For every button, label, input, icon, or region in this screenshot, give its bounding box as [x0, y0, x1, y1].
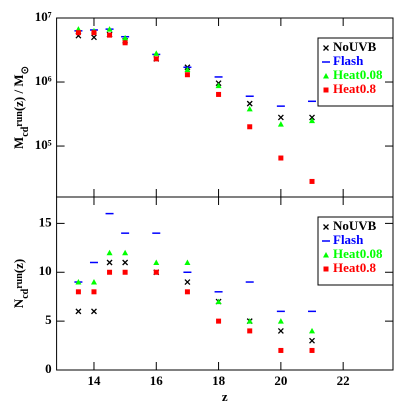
marker — [91, 308, 97, 315]
marker — [184, 279, 191, 285]
marker — [247, 328, 253, 334]
y-axis-label-part: run — [14, 273, 25, 289]
y-axis-label-part: run — [14, 111, 25, 127]
marker — [246, 318, 253, 324]
marker — [184, 259, 191, 265]
legend-marker — [323, 87, 329, 93]
marker — [246, 100, 253, 107]
x-tick-label: 14 — [87, 373, 101, 388]
marker — [309, 337, 315, 344]
marker — [277, 121, 284, 127]
marker — [215, 82, 222, 89]
marker — [90, 279, 97, 285]
marker — [216, 91, 222, 97]
marker — [309, 327, 316, 334]
y-axis-label-part: M — [11, 137, 26, 149]
legend-marker — [323, 73, 329, 79]
y-axis-label-part: ⊙ — [20, 66, 31, 74]
legend-marker — [323, 45, 329, 51]
marker — [278, 155, 284, 161]
y-axis-label: Ncdrun(z) — [11, 259, 31, 308]
y-tick-label: 10⁶ — [35, 73, 52, 88]
marker — [278, 347, 284, 353]
marker — [184, 66, 191, 73]
marker — [184, 289, 190, 295]
marker — [106, 26, 113, 32]
y-axis-label: Mcdrun(z) / M⊙ — [11, 66, 31, 149]
marker — [91, 289, 97, 295]
marker — [153, 269, 159, 275]
legend-label: NoUVB — [333, 218, 377, 233]
marker — [75, 279, 82, 285]
marker — [122, 269, 128, 275]
marker — [122, 40, 128, 46]
marker — [309, 117, 316, 124]
marker — [309, 347, 315, 353]
x-tick-label: 20 — [274, 373, 287, 388]
legend-marker — [323, 252, 329, 258]
marker — [91, 34, 97, 41]
marker — [309, 178, 315, 184]
legend-label: NoUVB — [333, 39, 377, 54]
marker — [107, 32, 113, 38]
y-tick-label: 10⁷ — [35, 9, 52, 24]
legend-label: Heat0.8 — [333, 81, 376, 96]
marker — [91, 30, 97, 36]
y-axis-label-part: (z) / M — [11, 74, 26, 111]
marker — [277, 318, 284, 324]
marker — [246, 105, 253, 112]
marker — [215, 298, 222, 305]
marker — [122, 259, 129, 266]
marker — [75, 308, 82, 315]
marker — [216, 318, 222, 324]
x-tick-label: 22 — [337, 373, 350, 388]
marker — [107, 269, 113, 275]
y-tick-label: 10⁵ — [35, 137, 52, 152]
marker — [122, 34, 129, 41]
legend-label: Heat0.08 — [333, 246, 383, 261]
legend-box — [317, 37, 394, 107]
y-axis-label-part: (z) — [11, 259, 26, 273]
marker — [122, 249, 129, 256]
legend-label: Flash — [333, 232, 364, 247]
marker — [106, 259, 113, 266]
y-tick-label: 5 — [45, 312, 52, 327]
marker — [75, 30, 81, 36]
marker — [153, 259, 160, 265]
marker — [277, 327, 284, 334]
marker — [277, 114, 284, 121]
marker — [153, 56, 159, 62]
y-axis-label-part: N — [11, 298, 26, 308]
marker — [153, 50, 160, 56]
x-axis-label: z — [222, 389, 228, 404]
x-tick-label: 18 — [212, 373, 226, 388]
legend-label: Heat0.08 — [333, 67, 383, 82]
legend-label: Heat0.8 — [333, 260, 376, 275]
legend-label: Flash — [333, 53, 364, 68]
x-tick-label: 16 — [150, 373, 164, 388]
marker — [106, 249, 113, 256]
marker — [247, 124, 253, 130]
marker — [184, 72, 190, 78]
legend-box — [317, 216, 394, 286]
y-axis-label-part: cd — [20, 288, 31, 298]
y-tick-label: 10 — [39, 263, 52, 278]
y-tick-label: 15 — [39, 214, 53, 229]
legend-marker — [323, 266, 329, 272]
marker — [75, 289, 81, 295]
legend-marker — [323, 224, 329, 230]
y-tick-label: 0 — [45, 361, 52, 376]
marker — [309, 114, 315, 121]
y-axis-label-part: cd — [20, 126, 31, 136]
